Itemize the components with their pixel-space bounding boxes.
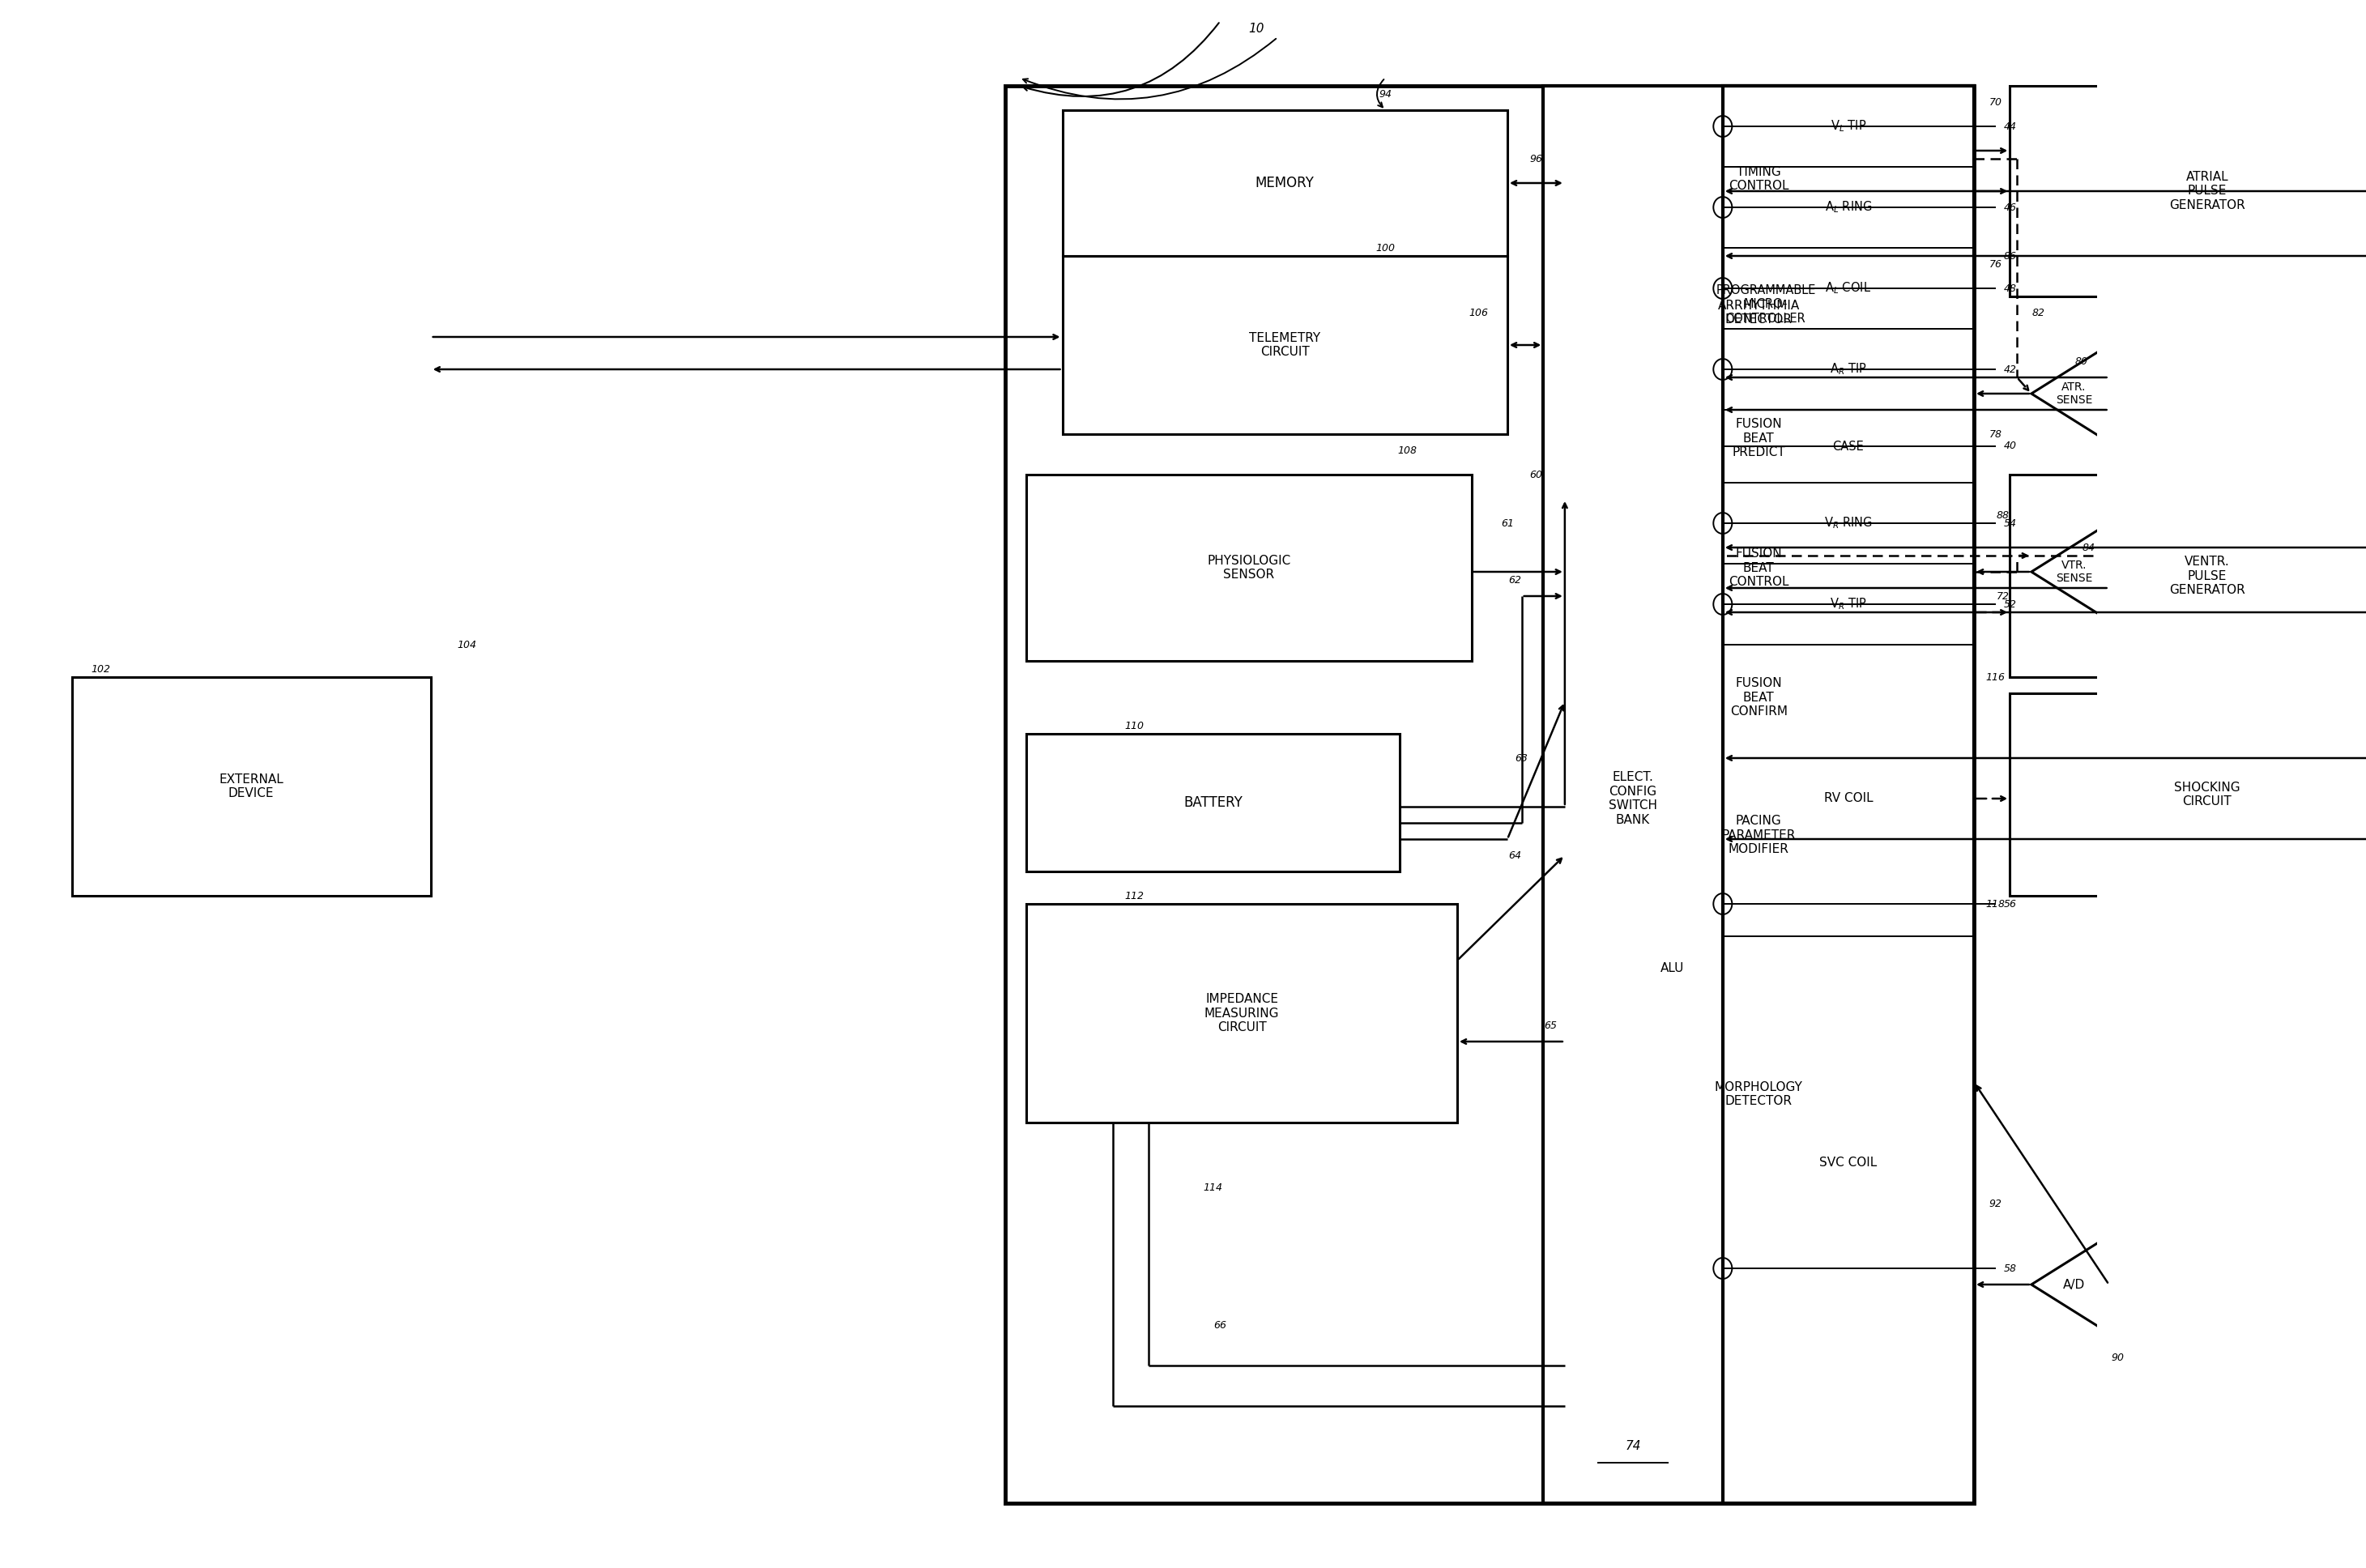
Bar [1564,637,1952,757]
Text: FUSION
BEAT
CONTROL: FUSION BEAT CONTROL [1730,547,1789,588]
Text: 65: 65 [1545,1021,1557,1030]
Bar [1564,378,1952,499]
Text: V$_R$ RING: V$_R$ RING [1824,516,1872,532]
Text: 90: 90 [2110,1352,2125,1363]
Text: TELEMETRY
CIRCUIT: TELEMETRY CIRCUIT [1249,332,1320,358]
Text: ALU: ALU [1661,963,1685,975]
Text: SHOCKING
CIRCUIT: SHOCKING CIRCUIT [2174,781,2241,808]
Text: 116: 116 [1985,671,2006,682]
Text: ATR.
SENSE: ATR. SENSE [2056,381,2092,406]
Text: 40: 40 [2004,441,2016,452]
Text: IMPEDANCE
MEASURING
CIRCUIT: IMPEDANCE MEASURING CIRCUIT [1204,993,1280,1033]
Bar [1027,475,1472,660]
Text: 74: 74 [1625,1441,1642,1452]
Text: VENTR.
PULSE
GENERATOR: VENTR. PULSE GENERATOR [2170,555,2245,596]
Text: MEMORY: MEMORY [1256,176,1315,190]
Text: 106: 106 [1469,307,1488,318]
Text: 104: 104 [457,640,476,651]
Text: 61: 61 [1500,517,1514,528]
Text: 86: 86 [2004,251,2016,262]
Text: TIMING
CONTROL: TIMING CONTROL [1730,166,1789,193]
Text: 52: 52 [2004,599,2016,610]
Text: VTR.
SENSE: VTR. SENSE [2056,560,2092,583]
Text: 110: 110 [1124,720,1143,731]
Text: 46: 46 [2004,202,2016,213]
Text: FUSION
BEAT
CONFIRM: FUSION BEAT CONFIRM [1730,677,1786,718]
Bar [1006,86,1973,1504]
Bar [1027,903,1457,1123]
Text: A$_R$ TIP: A$_R$ TIP [1829,362,1867,376]
Bar [1543,86,1973,757]
Text: CASE: CASE [1834,441,1864,452]
Text: 42: 42 [2004,364,2016,375]
Text: 62: 62 [1507,574,1521,585]
Bar [1564,506,1952,629]
Text: 44: 44 [2004,121,2016,132]
Text: 66: 66 [1214,1320,1226,1330]
Text: 92: 92 [1990,1198,2002,1209]
Text: SVC COIL: SVC COIL [1819,1157,1876,1170]
Text: 112: 112 [1124,891,1143,902]
Text: A/D: A/D [2063,1278,2084,1290]
Bar [2009,86,2366,296]
Text: 58: 58 [2004,1264,2016,1273]
Text: V$_L$ TIP: V$_L$ TIP [1831,119,1867,133]
Text: PACING
PARAMETER
MODIFIER: PACING PARAMETER MODIFIER [1722,815,1796,855]
Text: 60: 60 [1528,469,1543,480]
Text: 10: 10 [1249,24,1263,34]
Text: 100: 100 [1375,243,1396,252]
Bar [71,677,431,895]
Bar [2009,693,2366,895]
Text: 78: 78 [1990,430,2002,439]
Bar [2009,475,2366,677]
Text: 118: 118 [1985,898,2006,909]
Text: ATRIAL
PULSE
GENERATOR: ATRIAL PULSE GENERATOR [2170,171,2245,212]
Bar [1543,86,1973,1504]
Text: FUSION
BEAT
PREDICT: FUSION BEAT PREDICT [1732,419,1786,458]
Text: 48: 48 [2004,284,2016,293]
Text: A$_L$ COIL: A$_L$ COIL [1824,281,1872,296]
Text: 84: 84 [2082,543,2096,554]
Text: 108: 108 [1398,445,1417,456]
Text: 82: 82 [2032,307,2044,318]
Text: A$_L$ RING: A$_L$ RING [1824,199,1872,215]
Bar [1027,734,1401,872]
Text: 102: 102 [90,663,111,674]
Text: 72: 72 [1997,591,2009,602]
Text: 54: 54 [2004,517,2016,528]
Text: BATTERY: BATTERY [1183,795,1242,811]
Text: 64: 64 [1507,850,1521,861]
Bar [1564,110,1952,248]
Bar [1722,86,1973,1504]
Bar [1564,767,1952,903]
Text: ELECT.
CONFIG
SWITCH
BANK: ELECT. CONFIG SWITCH BANK [1609,771,1656,826]
Bar [1564,1025,1952,1163]
Bar [1062,110,1507,256]
Text: 76: 76 [1990,259,2002,270]
Text: 114: 114 [1204,1182,1223,1193]
Text: 96: 96 [1528,154,1543,165]
Text: V$_R$ TIP: V$_R$ TIP [1829,597,1867,612]
Text: 63: 63 [1514,753,1528,764]
Text: RV COIL: RV COIL [1824,792,1874,804]
Text: 80: 80 [2075,356,2089,367]
Text: EXTERNAL
DEVICE: EXTERNAL DEVICE [220,773,284,800]
Text: PHYSIOLOGIC
SENSOR: PHYSIOLOGIC SENSOR [1207,555,1292,580]
Bar [1564,256,1952,370]
Bar [1062,256,1507,434]
Bar [1564,920,1779,1018]
Text: 56: 56 [2004,898,2016,909]
Text: 70: 70 [1990,97,2002,107]
Text: MORPHOLOGY
DETECTOR: MORPHOLOGY DETECTOR [1715,1080,1803,1107]
Text: PROGRAMMABLE
MICRO-
CONTROLLER: PROGRAMMABLE MICRO- CONTROLLER [1715,284,1815,325]
Text: 88: 88 [1997,510,2009,521]
Text: 94: 94 [1379,89,1391,99]
Text: ARRHYTHMIA
DETECTOR: ARRHYTHMIA DETECTOR [1718,299,1801,326]
